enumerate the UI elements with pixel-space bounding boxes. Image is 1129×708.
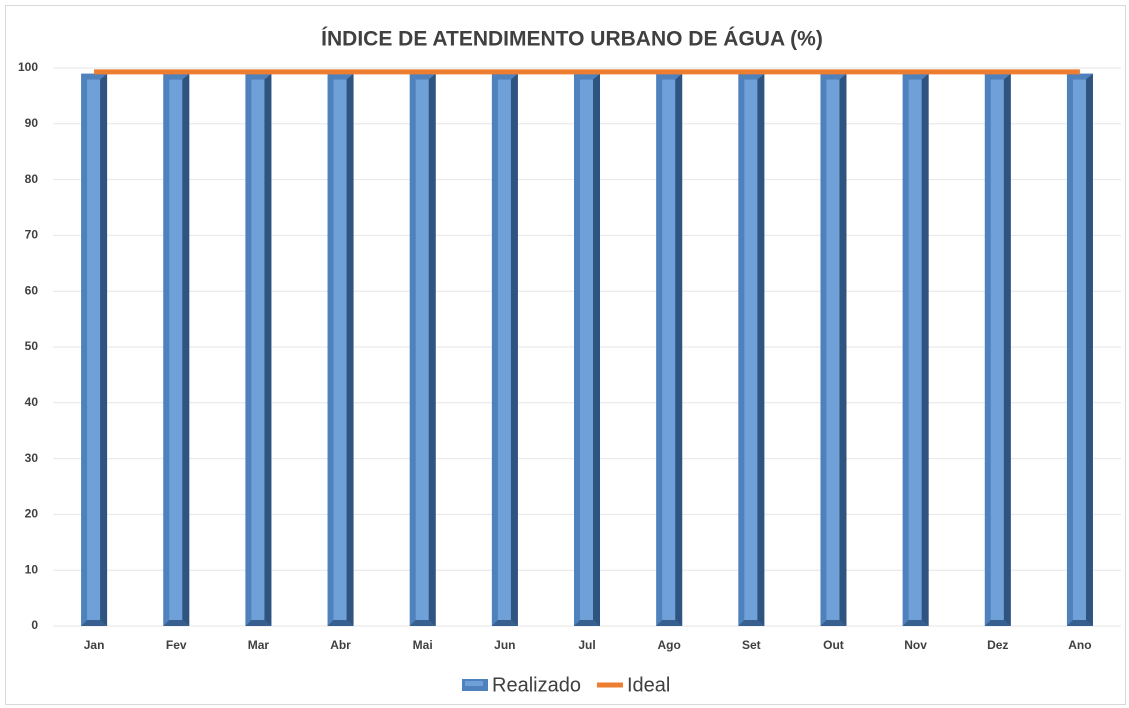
bar-bevel-bottom bbox=[1066, 620, 1093, 626]
bar-highlight bbox=[415, 79, 429, 620]
bar-highlight bbox=[251, 79, 265, 620]
x-tick-label: Dez bbox=[987, 638, 1008, 652]
y-tick-label: 30 bbox=[25, 451, 39, 465]
bar-bevel-bottom bbox=[820, 620, 847, 626]
y-tick-label: 70 bbox=[25, 228, 39, 242]
y-tick-label: 80 bbox=[25, 172, 39, 186]
bar-bevel-dark bbox=[100, 73, 108, 626]
y-tick-label: 90 bbox=[25, 116, 39, 130]
bar-bevel-bottom bbox=[902, 620, 929, 626]
bar-bevel-dark bbox=[757, 73, 765, 626]
chart-title: ÍNDICE DE ATENDIMENTO URBANO DE ÁGUA (%) bbox=[321, 28, 823, 51]
bar-bevel-dark bbox=[1003, 73, 1011, 626]
bar-bevel-dark bbox=[510, 73, 518, 626]
x-tick-label: Nov bbox=[904, 638, 927, 652]
bar-highlight bbox=[662, 79, 676, 620]
bar-bevel-dark bbox=[346, 73, 354, 626]
bar-bevel-dark bbox=[921, 73, 929, 626]
bar-bevel-bottom bbox=[738, 620, 765, 626]
x-tick-label: Set bbox=[742, 638, 761, 652]
bar-highlight bbox=[333, 79, 347, 620]
x-tick-label: Fev bbox=[166, 638, 187, 652]
bar-bevel-bottom bbox=[245, 620, 272, 626]
bar-bevel-bottom bbox=[163, 620, 190, 626]
y-tick-label: 10 bbox=[25, 562, 39, 576]
legend-label: Realizado bbox=[492, 674, 581, 696]
x-tick-label: Jun bbox=[494, 638, 515, 652]
bar-highlight bbox=[826, 79, 840, 620]
y-tick-label: 40 bbox=[25, 395, 39, 409]
x-tick-label: Out bbox=[823, 638, 844, 652]
bar-bevel-bottom bbox=[81, 620, 108, 626]
x-tick-label: Ago bbox=[657, 638, 680, 652]
bar-bevel-dark bbox=[264, 73, 272, 626]
bar-bevel-dark bbox=[839, 73, 847, 626]
bar-highlight bbox=[744, 79, 758, 620]
bar-bevel-dark bbox=[428, 73, 436, 626]
x-tick-label: Mar bbox=[248, 638, 270, 652]
y-tick-label: 60 bbox=[25, 283, 39, 297]
x-tick-label: Ano bbox=[1068, 638, 1091, 652]
x-tick-label: Mai bbox=[413, 638, 433, 652]
bar-bevel-bottom bbox=[656, 620, 683, 626]
bar-highlight bbox=[497, 79, 511, 620]
x-tick-label: Abr bbox=[330, 638, 351, 652]
x-tick-label: Jul bbox=[578, 638, 595, 652]
bar-highlight bbox=[990, 79, 1004, 620]
bar-bevel-bottom bbox=[574, 620, 600, 626]
bar-bevel-dark bbox=[593, 73, 600, 626]
bar-highlight bbox=[908, 79, 922, 620]
bar-bevel-dark bbox=[675, 73, 683, 626]
legend-label: Ideal bbox=[627, 674, 670, 696]
bar-bevel-bottom bbox=[984, 620, 1011, 626]
bar-highlight bbox=[169, 79, 183, 620]
bar-bevel-dark bbox=[182, 73, 190, 626]
x-tick-label: Jan bbox=[84, 638, 105, 652]
bar-highlight bbox=[1072, 79, 1086, 620]
y-tick-label: 0 bbox=[31, 618, 38, 632]
chart-border bbox=[5, 5, 1126, 705]
legend-swatch-highlight bbox=[465, 681, 483, 686]
bar-bevel-bottom bbox=[491, 620, 518, 626]
bar-bevel-bottom bbox=[409, 620, 436, 626]
bar-highlight bbox=[87, 79, 101, 620]
bar-bevel-dark bbox=[1085, 73, 1093, 626]
bar-highlight bbox=[580, 79, 593, 620]
y-tick-label: 100 bbox=[18, 60, 38, 74]
bar-bevel-bottom bbox=[327, 620, 354, 626]
y-tick-label: 50 bbox=[25, 339, 39, 353]
y-tick-label: 20 bbox=[25, 507, 39, 521]
